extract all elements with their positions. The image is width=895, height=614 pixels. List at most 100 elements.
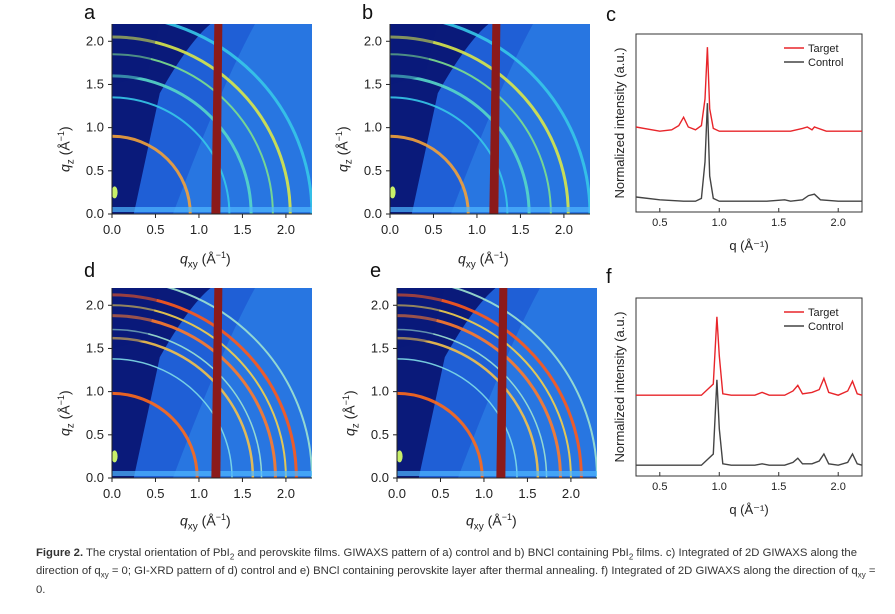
x-tick-label: 1.0: [468, 222, 486, 237]
plot-frame: [635, 33, 863, 213]
chart-c: Target Control 0.5 1.0 1.5 2.0 q (Å⁻¹) Normaliz…: [612, 33, 863, 253]
detector-glow: [172, 288, 312, 478]
detector-gap: [489, 24, 501, 214]
x-tick-label: 1.5: [771, 217, 786, 229]
x-tick-label: 0.5: [652, 217, 667, 229]
detector-shadow: [112, 288, 160, 349]
series-line-control: [635, 103, 862, 202]
panel-label-a: a: [84, 2, 96, 24]
ylabel-b: qz (Å−1): [334, 126, 355, 172]
diffraction-ring: [112, 314, 277, 478]
y-tick-label: 0.5: [371, 427, 389, 442]
ylabel-d: qz (Å−1): [56, 390, 77, 436]
y-tick-label: 2.0: [86, 33, 104, 48]
detector-gap: [496, 288, 508, 478]
legend-label-target: Target: [808, 307, 839, 319]
diffraction-ring: [112, 336, 255, 478]
diffraction-ring: [112, 35, 292, 214]
diffraction-ring: [451, 288, 597, 478]
x-tick-label: 1.5: [518, 486, 536, 501]
detector-image-b: [390, 24, 590, 214]
diffraction-ring: [390, 53, 552, 214]
x-tick-label: 0.0: [103, 222, 121, 237]
detector-image-e: [397, 288, 597, 478]
x-tick-label: 0.5: [652, 481, 667, 493]
y-tick-label: 0.5: [364, 163, 382, 178]
panel-label-e: e: [370, 260, 382, 282]
x-tick-label: 1.5: [511, 222, 529, 237]
x-tick-label: 2.0: [562, 486, 580, 501]
y-tick-label: 2.0: [86, 297, 104, 312]
diffraction-ring: [112, 74, 253, 214]
detector-gap: [211, 288, 223, 478]
chart-f: Target Control 0.5 1.0 1.5 2.0 q (Å⁻¹) Normaliz…: [612, 297, 863, 517]
x-tick-label: 2.0: [831, 217, 846, 229]
giwaxs-panel-d: 0.0 0.5 1.0 1.5 2.0 0.0 0.5 1.0 1.5 2.0: [86, 288, 312, 501]
giwaxs-panel-b: 0.0 0.5 1.0 1.5 2.0 0.0 0.5 1.0 1.5 2.0: [364, 24, 590, 237]
diffraction-ring: [397, 314, 562, 478]
legend-label-target: Target: [808, 43, 839, 55]
beam-spot: [390, 186, 396, 199]
y-tick-label: 1.5: [371, 340, 389, 355]
x-tick-label: 0.0: [381, 222, 399, 237]
panel-label-d: d: [84, 260, 96, 282]
detector-image-d: [112, 288, 312, 478]
y-tick-label: 0.5: [86, 163, 104, 178]
y-tick-label: 1.5: [86, 76, 104, 91]
beam-spot: [112, 450, 118, 463]
x-tick-label: 0.5: [146, 222, 164, 237]
y-tick-label: 0.5: [86, 427, 104, 442]
x-tick-label: 1.5: [233, 222, 251, 237]
series-line-target: [636, 316, 863, 396]
beam-spot: [397, 450, 403, 463]
y-tick-label: 1.0: [86, 120, 104, 135]
x-tick-label: 1.0: [712, 481, 727, 493]
x-tick-label: 2.0: [555, 222, 573, 237]
diffraction-ring: [112, 358, 233, 478]
xlabel-a: qxy (Å−1): [180, 250, 231, 271]
panel-label-c: c: [606, 4, 616, 26]
x-tick-label: 1.0: [712, 217, 727, 229]
beam-spot: [112, 186, 118, 199]
diffraction-ring: [112, 134, 192, 214]
x-tick-label: 0.5: [431, 486, 449, 501]
diffraction-ring: [112, 293, 298, 478]
x-tick-label: 0.0: [388, 486, 406, 501]
y-axis-label: Normalized intensity (a.u.): [612, 312, 627, 463]
diffraction-ring: [112, 96, 231, 214]
x-tick-label: 2.0: [831, 481, 846, 493]
legend-label-control: Control: [808, 321, 843, 333]
y-axis-label: Normalized intensity (a.u.): [612, 48, 627, 199]
y-tick-label: 0.0: [86, 206, 104, 221]
diffraction-ring: [164, 24, 312, 214]
diffraction-ring: [397, 293, 583, 478]
diffraction-ring: [397, 391, 484, 478]
x-tick-label: 1.0: [475, 486, 493, 501]
xlabel-b: qxy (Å−1): [458, 250, 509, 271]
x-axis-label: q (Å⁻¹): [729, 502, 768, 517]
diffraction-ring: [112, 304, 287, 478]
x-tick-label: 2.0: [277, 486, 295, 501]
detector-gap: [211, 24, 223, 214]
x-tick-label: 1.0: [190, 486, 208, 501]
diffraction-ring: [112, 391, 199, 478]
giwaxs-panel-e: 0.0 0.5 1.0 1.5 2.0 0.0 0.5 1.0 1.5 2.0: [371, 288, 597, 501]
panel-label-b: b: [362, 2, 374, 24]
x-tick-label: 0.5: [146, 486, 164, 501]
ylabel-e: qz (Å−1): [341, 390, 362, 436]
y-tick-label: 2.0: [364, 33, 382, 48]
y-tick-label: 1.0: [371, 384, 389, 399]
panel-label-f: f: [606, 266, 612, 288]
diffraction-ring: [390, 134, 470, 214]
y-tick-label: 1.0: [86, 384, 104, 399]
detector-image-a: [112, 24, 312, 214]
diffraction-ring: [390, 74, 531, 214]
diffraction-ring: [166, 288, 312, 478]
giwaxs-panel-a: 0.0 0.5 1.0 1.5 2.0 0.0 0.5 1.0 1.5 2.0: [86, 24, 312, 237]
ylabel-a: qz (Å−1): [56, 126, 77, 172]
detector-shadow: [397, 288, 445, 349]
y-tick-label: 0.0: [86, 470, 104, 485]
detector-shadow: [390, 24, 438, 85]
diffraction-ring: [112, 53, 274, 214]
caption-figure-label: Figure 2.: [36, 547, 84, 559]
